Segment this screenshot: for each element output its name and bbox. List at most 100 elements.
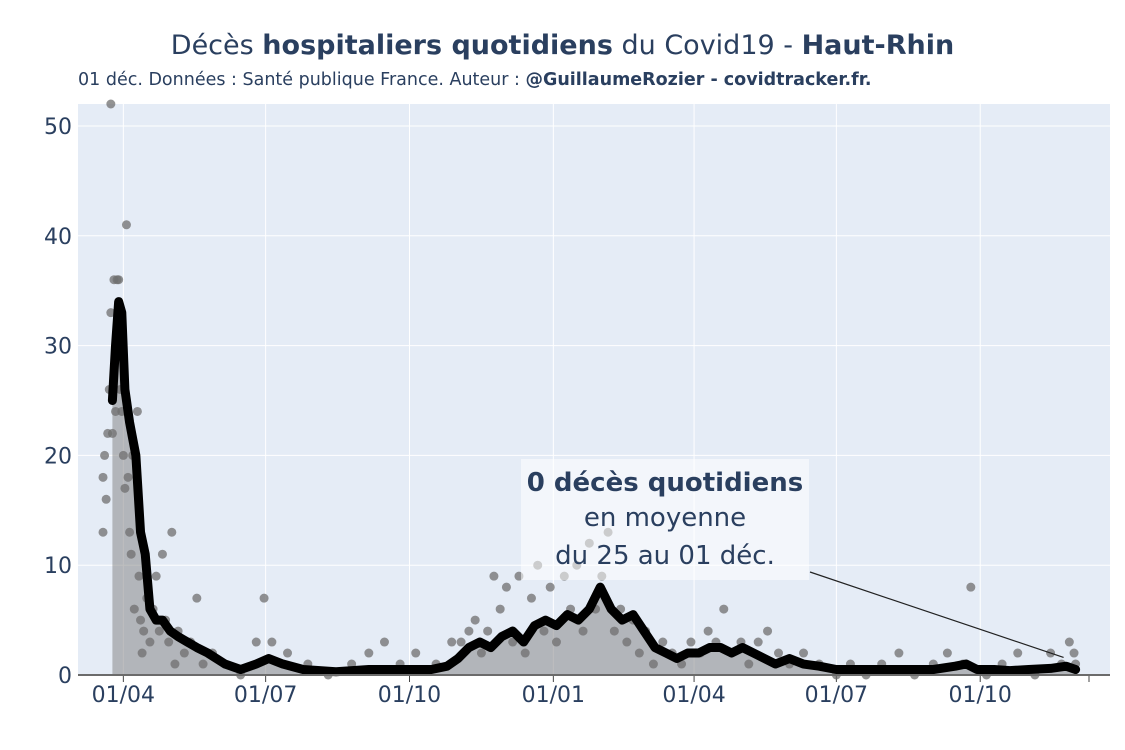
daily-point — [501, 582, 511, 592]
y-tick-label: 20 — [44, 444, 72, 469]
daily-point — [470, 615, 480, 625]
daily-point — [121, 220, 131, 230]
daily-point — [551, 637, 561, 647]
daily-point — [894, 648, 904, 658]
chart-title: Décès hospitaliers quotidiens du Covid19… — [0, 30, 1125, 61]
daily-point — [456, 637, 466, 647]
annotation-arrow — [809, 571, 1064, 658]
daily-point — [774, 648, 784, 658]
daily-point — [137, 648, 147, 658]
daily-point — [151, 571, 161, 581]
average-line — [107, 297, 1081, 677]
daily-point — [145, 637, 155, 647]
daily-point — [120, 483, 130, 493]
daily-point — [157, 549, 167, 559]
daily-point — [966, 582, 976, 592]
daily-point — [763, 626, 773, 636]
y-tick-label: 50 — [44, 115, 72, 140]
daily-point — [379, 637, 389, 647]
daily-point — [101, 494, 111, 504]
annotation-box: 0 décès quotidiens en moyenne du 25 au 0… — [521, 459, 809, 580]
daily-point — [192, 593, 202, 603]
daily-point — [447, 637, 457, 647]
x-tick-label: 01/07 — [234, 683, 297, 708]
daily-point — [198, 659, 208, 669]
daily-point — [508, 637, 518, 647]
title-part-4: Haut-Rhin — [801, 30, 955, 61]
daily-point — [154, 626, 164, 636]
daily-point — [106, 99, 116, 109]
daily-point — [123, 472, 133, 482]
daily-point — [283, 648, 293, 658]
y-tick-label: 0 — [58, 664, 72, 689]
plot-background — [78, 104, 1110, 675]
daily-point — [134, 571, 144, 581]
daily-point — [1069, 648, 1079, 658]
daily-point — [114, 275, 124, 285]
x-tick-label: 01/10 — [949, 683, 1012, 708]
daily-point — [179, 648, 189, 658]
daily-point — [125, 527, 135, 537]
daily-point — [98, 472, 108, 482]
daily-point — [132, 406, 142, 416]
daily-point — [251, 637, 261, 647]
daily-point — [686, 637, 696, 647]
daily-point — [495, 604, 505, 614]
title-part-3: du Covid19 - — [612, 30, 802, 61]
daily-point — [259, 593, 269, 603]
plot-area: 0 10 20 30 40 50 01/04 01/07 01/10 01/01 01/04 01/0… — [44, 99, 1110, 708]
daily-point — [622, 637, 632, 647]
daily-point — [578, 626, 588, 636]
daily-point — [489, 571, 499, 581]
daily-point — [464, 626, 474, 636]
daily-point — [609, 626, 619, 636]
title-part-1: Décès — [170, 30, 263, 61]
daily-point — [942, 648, 952, 658]
annotation-line-1: 0 décès quotidiens — [526, 468, 804, 498]
daily-point — [539, 626, 549, 636]
daily-point — [719, 604, 729, 614]
daily-point — [648, 659, 658, 669]
daily-point — [483, 626, 493, 636]
daily-point — [170, 659, 180, 669]
daily-point — [267, 637, 277, 647]
daily-point — [126, 549, 136, 559]
daily-point — [164, 637, 174, 647]
annotation-line-3: du 25 au 01 déc. — [555, 541, 775, 571]
y-tick-label: 10 — [44, 554, 72, 579]
daily-point — [545, 582, 555, 592]
chart-subtitle: 01 déc. Données : Santé publique France.… — [78, 70, 872, 90]
daily-point — [476, 648, 486, 658]
daily-point — [1013, 648, 1023, 658]
daily-point — [98, 527, 108, 537]
daily-point — [364, 648, 374, 658]
daily-point — [100, 450, 110, 460]
x-tick-label: 01/01 — [522, 683, 585, 708]
y-tick-label: 30 — [44, 335, 72, 360]
daily-point — [520, 648, 530, 658]
daily-point — [753, 637, 763, 647]
daily-point — [139, 626, 149, 636]
subtitle-part-2: @GuillaumeRozier - covidtracker.fr. — [525, 70, 872, 90]
daily-point — [107, 428, 117, 438]
daily-point — [1064, 637, 1074, 647]
daily-point — [411, 648, 421, 658]
daily-point — [634, 648, 644, 658]
x-tick-label: 01/10 — [378, 683, 441, 708]
daily-point — [106, 308, 116, 318]
daily-point — [136, 615, 146, 625]
daily-point — [111, 406, 121, 416]
daily-point — [129, 604, 139, 614]
x-tick-label: 01/04 — [92, 683, 155, 708]
daily-point — [526, 593, 536, 603]
y-tick-label: 40 — [44, 225, 72, 250]
daily-point — [744, 659, 754, 669]
daily-point — [799, 648, 809, 658]
title-part-2: hospitaliers quotidiens — [262, 30, 613, 61]
x-tick-label: 01/07 — [805, 683, 868, 708]
daily-point — [703, 626, 713, 636]
daily-point — [658, 637, 668, 647]
subtitle-part-1: 01 déc. Données : Santé publique France.… — [78, 70, 526, 90]
daily-point — [167, 527, 177, 537]
